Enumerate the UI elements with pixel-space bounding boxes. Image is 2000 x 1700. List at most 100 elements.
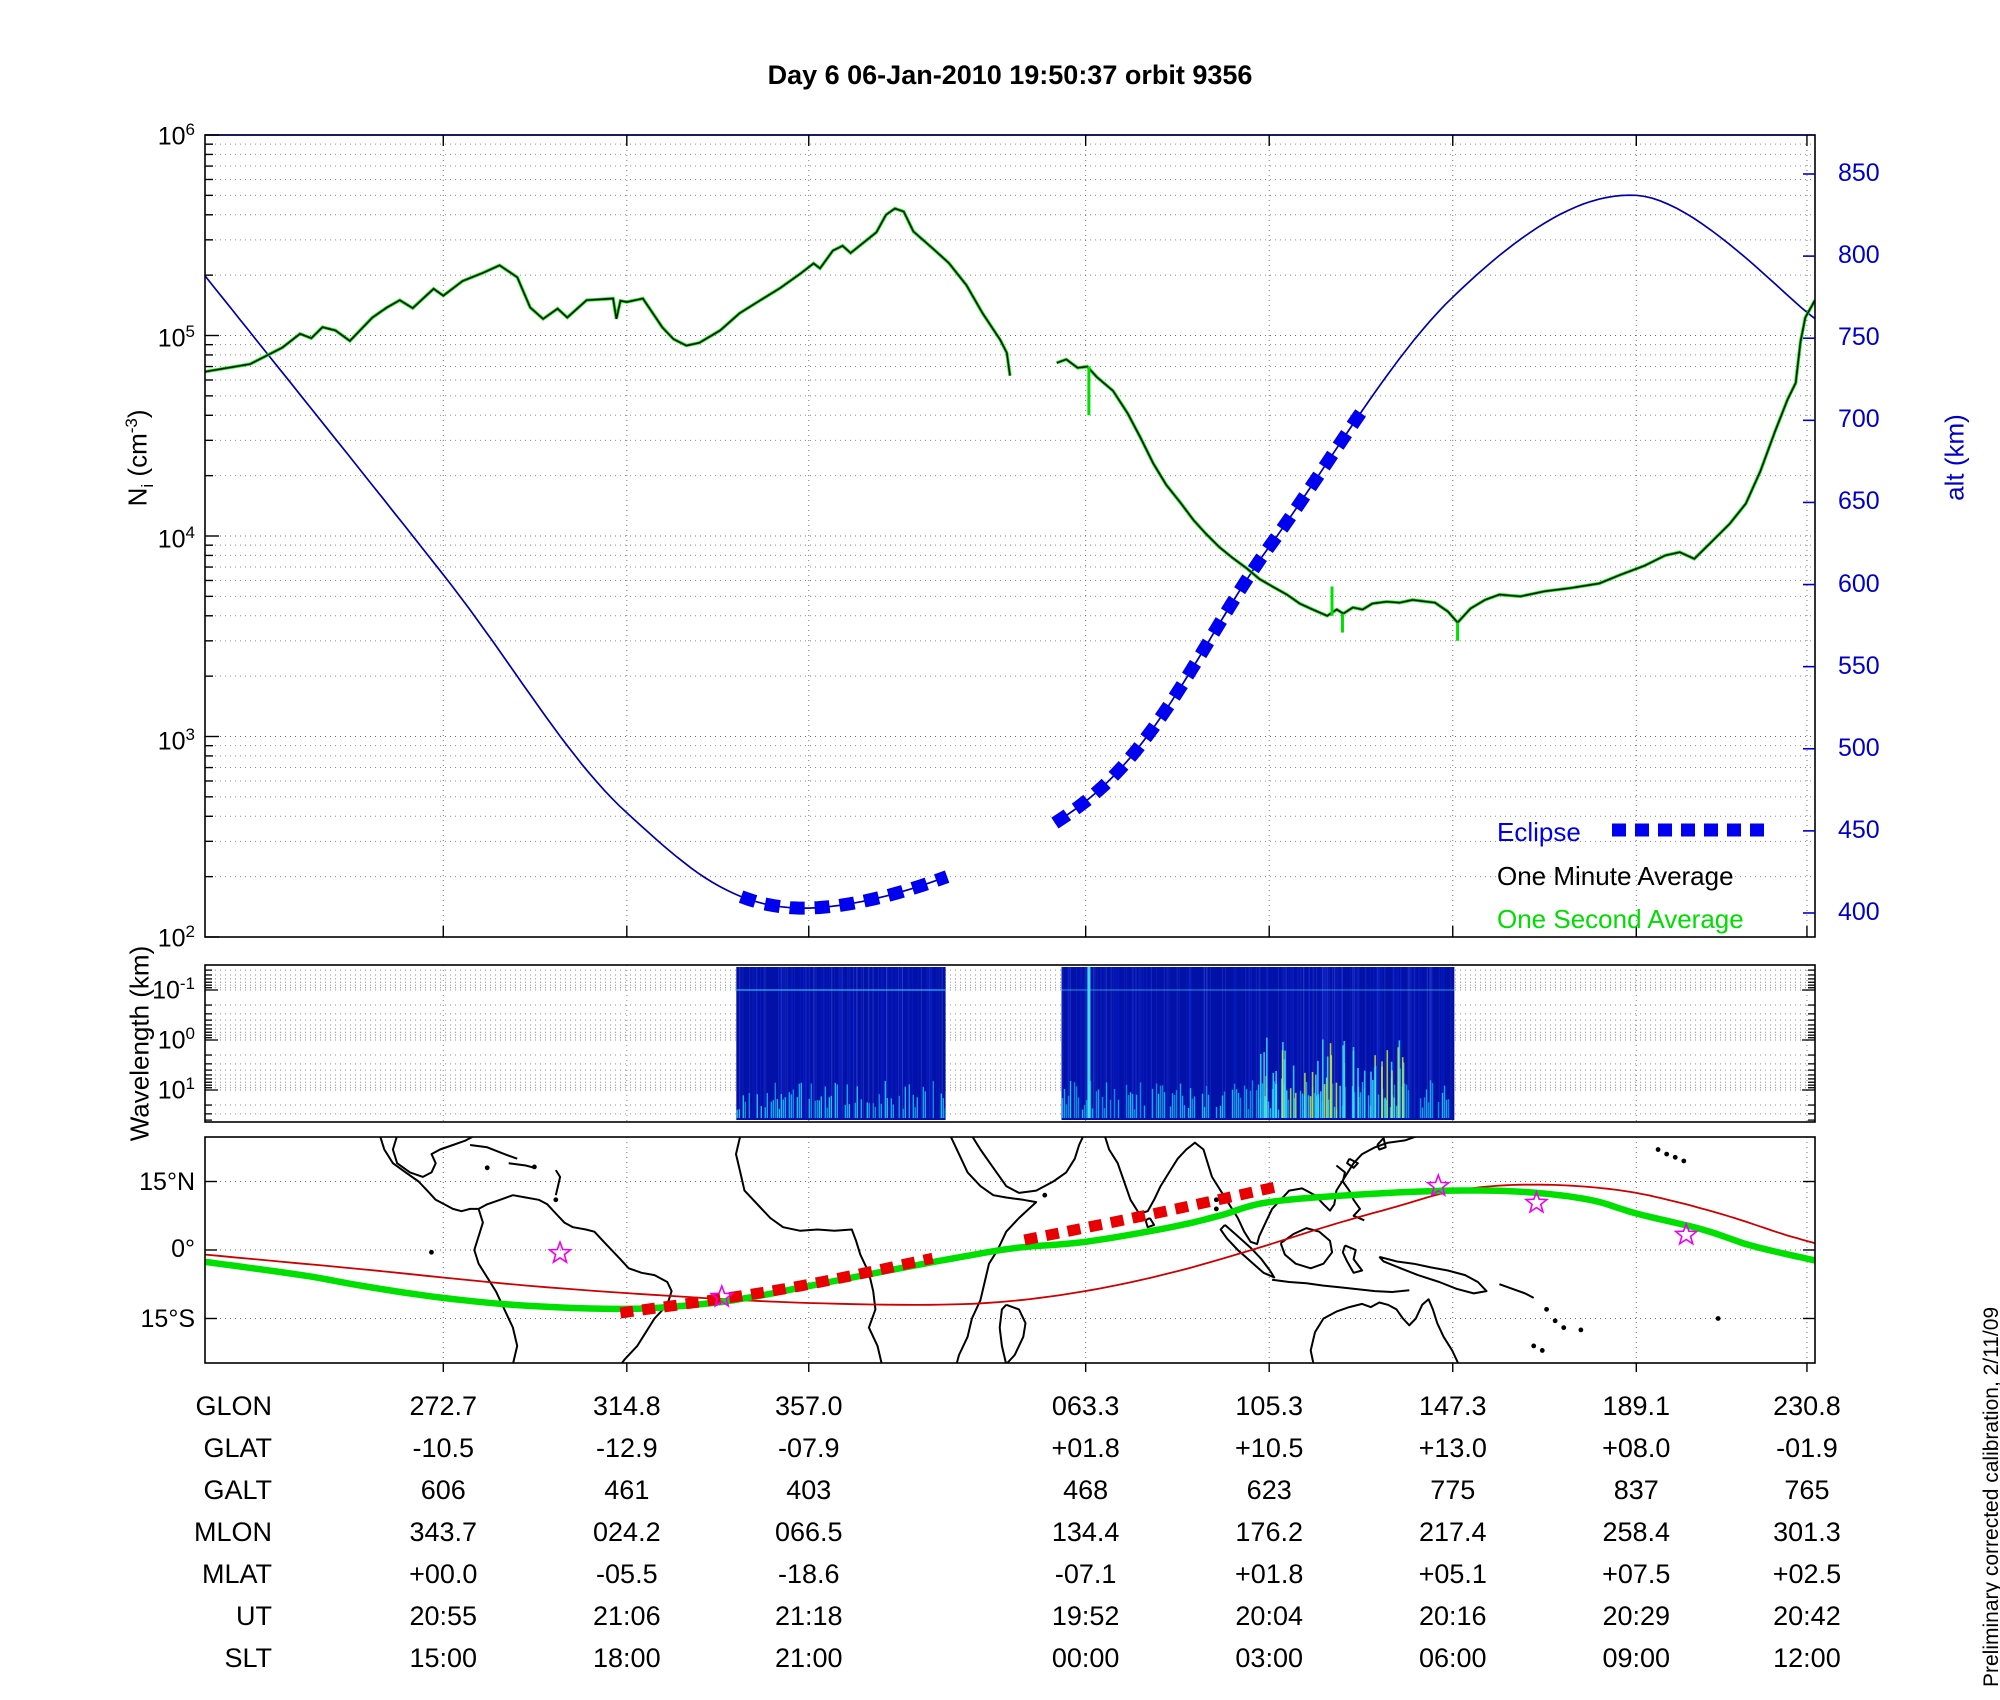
wavelength-tick-1: 100	[157, 1024, 195, 1055]
one-minute-average-curve	[1056, 299, 1815, 624]
table-row-label-mlat: MLAT	[201, 1559, 272, 1589]
table-cell-mlat-7: +02.5	[1772, 1559, 1842, 1589]
one-second-average-curve	[205, 206, 1012, 376]
table-cell-mlat-6: +07.5	[1602, 1559, 1671, 1589]
table-cell-slt-6: 09:00	[1602, 1643, 1671, 1673]
table-cell-glat-4: +10.5	[1235, 1433, 1304, 1463]
table-cell-mlat-5: +05.1	[1418, 1559, 1487, 1589]
alt-tick-650: 650	[1838, 487, 1880, 516]
orbit-marker-star	[547, 1239, 573, 1264]
coastline-sumatra	[1219, 1224, 1276, 1279]
legend-eclipse-label: Eclipse	[1497, 817, 1581, 847]
map-ticks	[205, 1180, 1815, 1372]
coastline-south-america-east	[478, 1194, 673, 1363]
table-cell-mlon-3: 134.4	[1051, 1517, 1120, 1547]
table-cell-ut-2: 21:18	[774, 1601, 843, 1631]
eclipse-dash-segment	[1051, 408, 1367, 829]
table-cell-glat-7: -01.9	[1776, 1433, 1838, 1463]
coastline-sri-lanka	[1144, 1217, 1156, 1229]
island-dot	[1213, 1206, 1219, 1212]
ni-tick-1e3: 103	[157, 725, 195, 756]
table-cell-glon-7: 230.8	[1773, 1391, 1841, 1421]
table-cell-mlat-3: -07.1	[1054, 1559, 1117, 1589]
table-cell-galt-3: 468	[1063, 1475, 1109, 1505]
density-panel-grid	[205, 135, 1815, 937]
table-cell-glat-1: -12.9	[596, 1433, 658, 1463]
coastline-africa-west	[735, 1137, 883, 1363]
table-cell-galt-4: 623	[1246, 1475, 1292, 1505]
island-dot	[553, 1197, 559, 1203]
table-cell-slt-1: 18:00	[593, 1643, 661, 1673]
island-dot	[1655, 1147, 1661, 1152]
table-cell-slt-3: 00:00	[1051, 1643, 1120, 1673]
table-cell-mlon-4: 176.2	[1235, 1517, 1303, 1547]
table-cell-glon-4: 105.3	[1235, 1391, 1303, 1421]
coastline-cuba	[469, 1144, 518, 1160]
table-cell-ut-7: 20:42	[1773, 1601, 1841, 1631]
table-cell-glat-3: +01.8	[1051, 1433, 1120, 1463]
island-dot	[1664, 1151, 1670, 1157]
table-cell-slt-0: 15:00	[409, 1643, 478, 1673]
density-panel-ticks	[205, 134, 1815, 938]
coastline-arabia	[971, 1137, 1084, 1194]
table-cell-mlon-2: 066.5	[774, 1517, 843, 1547]
table-cell-ut-6: 20:29	[1602, 1601, 1671, 1631]
coastline-south-america-west	[473, 1208, 519, 1363]
orbit-marker-star	[1523, 1189, 1550, 1214]
map-content	[205, 1137, 1815, 1363]
coastline-gulf-yucatan	[391, 1137, 475, 1178]
table-cell-ut-1: 21:06	[593, 1601, 661, 1631]
table-cell-galt-1: 461	[604, 1475, 650, 1505]
wavelength-tick-0p1: 10-1	[152, 974, 195, 1005]
eclipse-dash-segment	[738, 870, 950, 915]
production-note: Preliminary corrected calibration, 2/11/…	[1978, 1257, 2000, 1687]
table-cell-slt-7: 12:00	[1773, 1643, 1841, 1673]
table-cell-mlat-4: +01.8	[1235, 1559, 1304, 1589]
table-cell-glon-1: 314.8	[593, 1391, 661, 1421]
island-dot	[1539, 1348, 1545, 1353]
table-cell-mlat-1: -05.5	[596, 1559, 658, 1589]
island-dot	[1715, 1316, 1721, 1321]
table-cell-mlon-6: 258.4	[1602, 1517, 1671, 1547]
table-cell-glon-5: 147.3	[1418, 1391, 1487, 1421]
alt-tick-600: 600	[1838, 569, 1880, 598]
table-cell-galt-5: 775	[1430, 1475, 1476, 1505]
coastline-lesser-antilles	[554, 1169, 562, 1196]
coastline-new-guinea	[1378, 1255, 1488, 1295]
table-cell-slt-5: 06:00	[1418, 1643, 1487, 1673]
altitude-curve	[205, 194, 1815, 915]
eclipse-ground-track-segment	[619, 1252, 934, 1319]
legend-one-second-label: One Second Average	[1497, 904, 1744, 934]
table-cell-glon-6: 189.1	[1602, 1391, 1671, 1421]
coastline-borneo	[1279, 1227, 1334, 1270]
spectrogram-panel-border	[204, 964, 1816, 1123]
coastline-india	[1104, 1137, 1213, 1215]
island-dot	[1672, 1154, 1678, 1160]
island-dot	[1544, 1306, 1549, 1312]
island-dot	[1578, 1327, 1584, 1333]
table-cell-ut-4: 20:04	[1235, 1601, 1303, 1631]
island-dot	[531, 1164, 537, 1170]
coastline-australia-north	[1309, 1298, 1460, 1363]
coastline-sulawesi	[1341, 1244, 1364, 1274]
ni-tick-1e6: 106	[157, 120, 195, 151]
table-cell-ut-5: 20:16	[1418, 1601, 1487, 1631]
coastline-hainan	[1346, 1157, 1359, 1169]
legend-one-minute-label: One Minute Average	[1497, 861, 1734, 891]
coastline-mexico-central-america	[379, 1137, 479, 1213]
table-cell-glon-0: 272.7	[409, 1391, 478, 1421]
island-dot	[1213, 1197, 1219, 1203]
coastline-africa-east	[949, 1137, 1038, 1363]
table-cell-glon-3: 063.3	[1051, 1391, 1120, 1421]
island-dot	[429, 1249, 434, 1255]
alt-tick-750: 750	[1838, 323, 1880, 352]
table-row-label-glon: GLON	[195, 1391, 272, 1421]
alt-tick-850: 850	[1838, 159, 1880, 187]
island-dot	[1552, 1318, 1558, 1324]
table-cell-galt-2: 403	[786, 1475, 832, 1505]
map-tick-15s: 15°S	[140, 1305, 195, 1333]
spectrogram-ticks	[205, 969, 1815, 1121]
satellite-ground-track	[205, 1187, 1815, 1313]
density-curves	[205, 206, 1815, 641]
